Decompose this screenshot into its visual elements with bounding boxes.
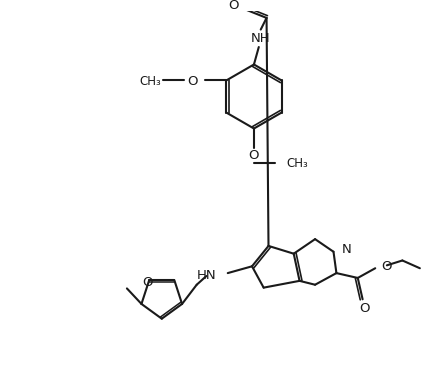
Text: O: O (142, 276, 152, 288)
Text: O: O (358, 303, 369, 316)
Text: CH₃: CH₃ (139, 75, 161, 88)
Text: O: O (187, 75, 197, 88)
Text: CH₃: CH₃ (285, 157, 307, 170)
Text: O: O (248, 149, 258, 162)
Text: NH: NH (251, 32, 270, 45)
Text: O: O (380, 260, 391, 273)
Text: O: O (228, 0, 238, 12)
Text: HN: HN (196, 269, 215, 282)
Text: N: N (340, 243, 350, 256)
